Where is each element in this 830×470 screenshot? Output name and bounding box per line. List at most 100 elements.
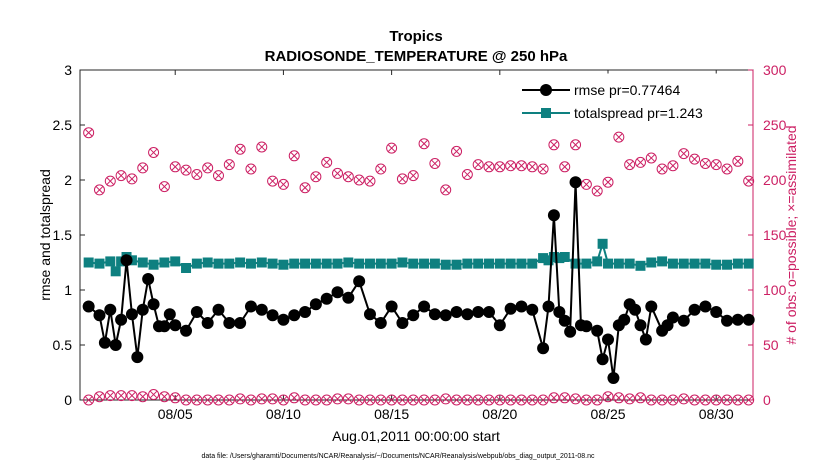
obs-point-x2 <box>344 395 352 403</box>
obs-point-circle <box>537 394 549 406</box>
totalspread-point <box>191 258 202 269</box>
obs-point-x2 <box>117 172 125 180</box>
obs-point-circle <box>234 143 246 155</box>
totalspread-point <box>678 258 689 269</box>
rmse-point <box>180 324 193 337</box>
obs-point-x2 <box>452 396 461 404</box>
x-axis-label: Aug.01,2011 00:00:00 start <box>332 428 500 444</box>
rmse-point <box>277 313 290 326</box>
obs-point-circle <box>645 152 657 164</box>
obs-point-circle <box>710 394 722 406</box>
obs-point <box>396 173 408 185</box>
obs-point <box>191 394 203 406</box>
obs-point-x2 <box>236 145 244 153</box>
obs-point <box>526 161 538 173</box>
obs-point-circle <box>277 178 289 190</box>
totalspread-point <box>110 266 121 277</box>
totalspread-point <box>689 258 700 269</box>
obs-point <box>256 393 268 405</box>
obs-point-x2 <box>626 395 634 403</box>
obs-point-x2 <box>463 170 471 179</box>
obs-point-x2 <box>236 395 244 403</box>
obs-point <box>570 393 582 405</box>
obs-point-x2 <box>377 396 385 404</box>
totalspread-point <box>354 258 365 269</box>
rmse-point <box>493 319 506 332</box>
obs-point <box>678 393 690 405</box>
obs-point-circle <box>332 167 344 179</box>
obs-point-circle <box>678 148 690 160</box>
obs-point-circle <box>429 394 441 406</box>
rmse-point <box>82 300 95 313</box>
obs-point <box>732 394 744 406</box>
obs-point-x2 <box>355 396 363 404</box>
totalspread-point <box>245 258 256 269</box>
obs-point <box>494 161 506 173</box>
obs-point-circle <box>180 164 192 176</box>
obs-point <box>526 394 538 406</box>
obs-point-circle <box>613 131 625 143</box>
obs-point-circle <box>526 161 538 173</box>
totalspread-point <box>256 257 267 268</box>
rmse-point <box>136 303 149 316</box>
rmse-point <box>428 308 441 321</box>
obs-point-x2 <box>582 396 590 404</box>
obs-point-x2 <box>106 177 114 185</box>
totalspread-point <box>700 258 711 269</box>
obs-point-x2 <box>139 393 147 401</box>
y-axis-label: rmse and totalspread <box>37 169 53 301</box>
rmse-point <box>742 313 755 326</box>
obs-point <box>375 394 387 406</box>
totalspread-point <box>332 258 343 269</box>
obs-point-circle <box>472 394 484 406</box>
rmse-point <box>385 300 398 313</box>
totalspread-point <box>224 258 235 269</box>
obs-point-x2 <box>290 394 298 402</box>
rmse-point <box>320 292 333 305</box>
obs-point <box>158 181 170 193</box>
totalspread-point <box>657 256 668 267</box>
obs-point-circle <box>678 393 690 405</box>
totalspread-point <box>181 263 192 273</box>
obs-point-circle <box>396 173 408 185</box>
obs-point-x2 <box>398 175 406 183</box>
obs-point <box>689 394 701 406</box>
rmse-point <box>639 333 652 346</box>
rmse-point <box>607 372 620 384</box>
obs-point <box>418 138 430 150</box>
obs-point-circle <box>602 176 614 188</box>
obs-point-x2 <box>160 393 168 401</box>
totalspread-point <box>635 260 646 271</box>
y-tick-label: 0 <box>64 392 72 408</box>
obs-point-circle <box>613 392 625 404</box>
obs-point <box>212 394 224 406</box>
totalspread-point <box>364 258 375 269</box>
obs-point-circle <box>721 163 733 175</box>
obs-point-x2 <box>507 396 515 404</box>
obs-point-x2 <box>636 158 645 166</box>
obs-point <box>332 167 344 179</box>
totalspread-point <box>603 258 614 269</box>
obs-point-circle <box>277 394 289 406</box>
obs-point <box>537 163 549 175</box>
obs-point-x2 <box>474 396 482 404</box>
obs-point-circle <box>515 394 527 406</box>
obs-point-circle <box>321 394 333 406</box>
y-axis-right-label: # of obs: o=possible; ×=assimilated <box>783 125 799 344</box>
obs-point-x2 <box>507 162 515 170</box>
rmse-point <box>710 306 723 318</box>
obs-point-circle <box>115 390 127 402</box>
obs-point-x2 <box>225 161 233 169</box>
obs-point-circle <box>732 155 744 167</box>
obs-point-circle <box>104 390 116 402</box>
rmse-point <box>634 319 647 332</box>
totalspread-point <box>570 258 581 269</box>
obs-point-x2 <box>626 161 634 169</box>
obs-point <box>288 392 300 404</box>
obs-point-x2 <box>691 396 699 404</box>
obs-point-x2 <box>225 396 233 404</box>
obs-point-circle <box>158 181 170 193</box>
obs-point-x2 <box>258 143 266 151</box>
obs-point-circle <box>332 393 344 405</box>
obs-point-circle <box>710 159 722 171</box>
